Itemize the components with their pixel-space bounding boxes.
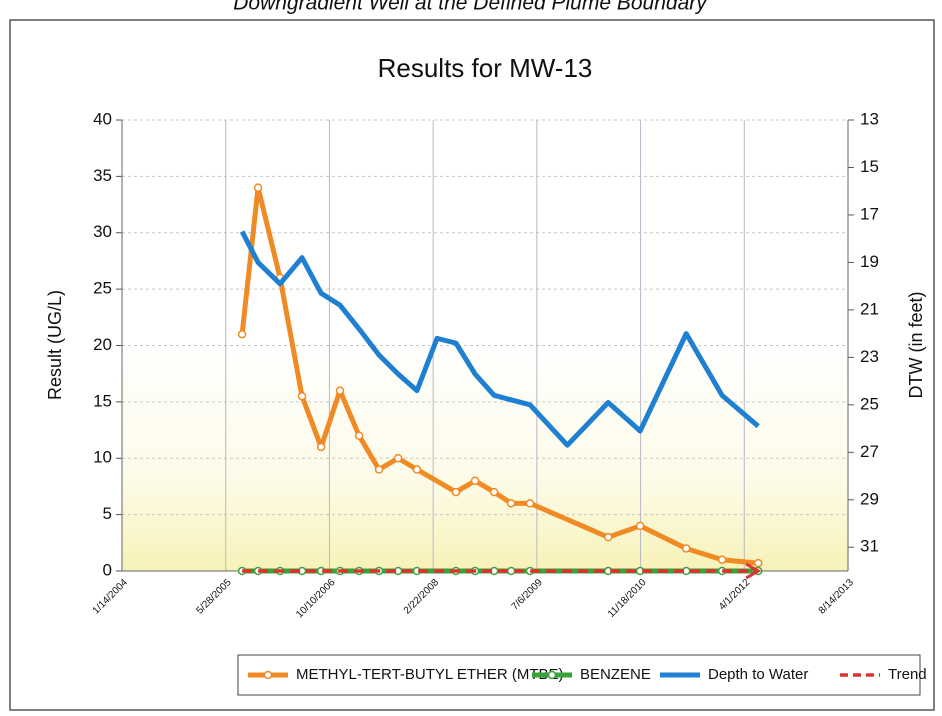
caption: Downgradient Well at the Defined Plume B… [233, 0, 708, 15]
data-point [253, 183, 263, 192]
y-tick-label: 30 [93, 222, 112, 241]
y2-tick-label: 13 [860, 109, 879, 128]
y2-tick-label: 25 [860, 394, 879, 413]
data-point [681, 544, 691, 553]
y-tick-label: 35 [93, 166, 112, 185]
data-point [412, 465, 422, 474]
y-tick-label: 20 [93, 335, 112, 354]
y-tick-label: 15 [93, 391, 112, 410]
legend-marker [547, 670, 557, 680]
chart-title: Results for MW-13 [378, 53, 593, 83]
legend-label: METHYL-TERT-BUTYL ETHER (MTBE) [296, 666, 564, 683]
data-point [470, 476, 480, 486]
legend-box [237, 654, 921, 696]
data-point [237, 329, 247, 339]
data-point [451, 487, 461, 497]
data-point [753, 558, 763, 568]
series-line [239, 185, 759, 566]
data-point [316, 442, 326, 452]
data-point [297, 391, 307, 401]
y-axis-label: Result (UG/L) [45, 290, 65, 400]
data-point [506, 499, 516, 508]
plot-glow [122, 340, 848, 571]
data-point [354, 431, 364, 440]
y2-tick-label: 15 [860, 157, 879, 176]
trend-arrow [745, 562, 762, 580]
y2-tick-label: 19 [860, 252, 879, 271]
data-point [603, 532, 613, 542]
y-tick-label: 40 [93, 109, 112, 128]
y2-tick-label: 27 [860, 442, 879, 461]
data-point [506, 566, 516, 576]
y2-tick-label: 23 [860, 347, 879, 366]
y-tick-label: 5 [103, 504, 112, 523]
data-point [393, 454, 403, 463]
y2-axis-label: DTW (in feet) [906, 291, 926, 398]
data-point [335, 386, 345, 395]
y2-tick-label: 29 [860, 489, 879, 508]
y-tick-label: 25 [93, 279, 112, 298]
legend-label: BENZENE [580, 666, 651, 683]
y-tick-label: 10 [93, 448, 112, 467]
legend-label: Trend [888, 666, 927, 683]
data-point [717, 555, 727, 564]
series-line [239, 230, 760, 448]
legend-label: Depth to Water [708, 666, 808, 683]
y2-tick-label: 17 [860, 204, 879, 223]
data-point [489, 487, 499, 497]
data-point [525, 499, 535, 508]
y-tick-label: 0 [103, 560, 112, 579]
y2-tick-label: 21 [860, 299, 879, 318]
legend-marker [263, 670, 273, 680]
data-point [635, 521, 645, 531]
data-point [374, 465, 384, 474]
y2-tick-label: 31 [860, 537, 879, 556]
